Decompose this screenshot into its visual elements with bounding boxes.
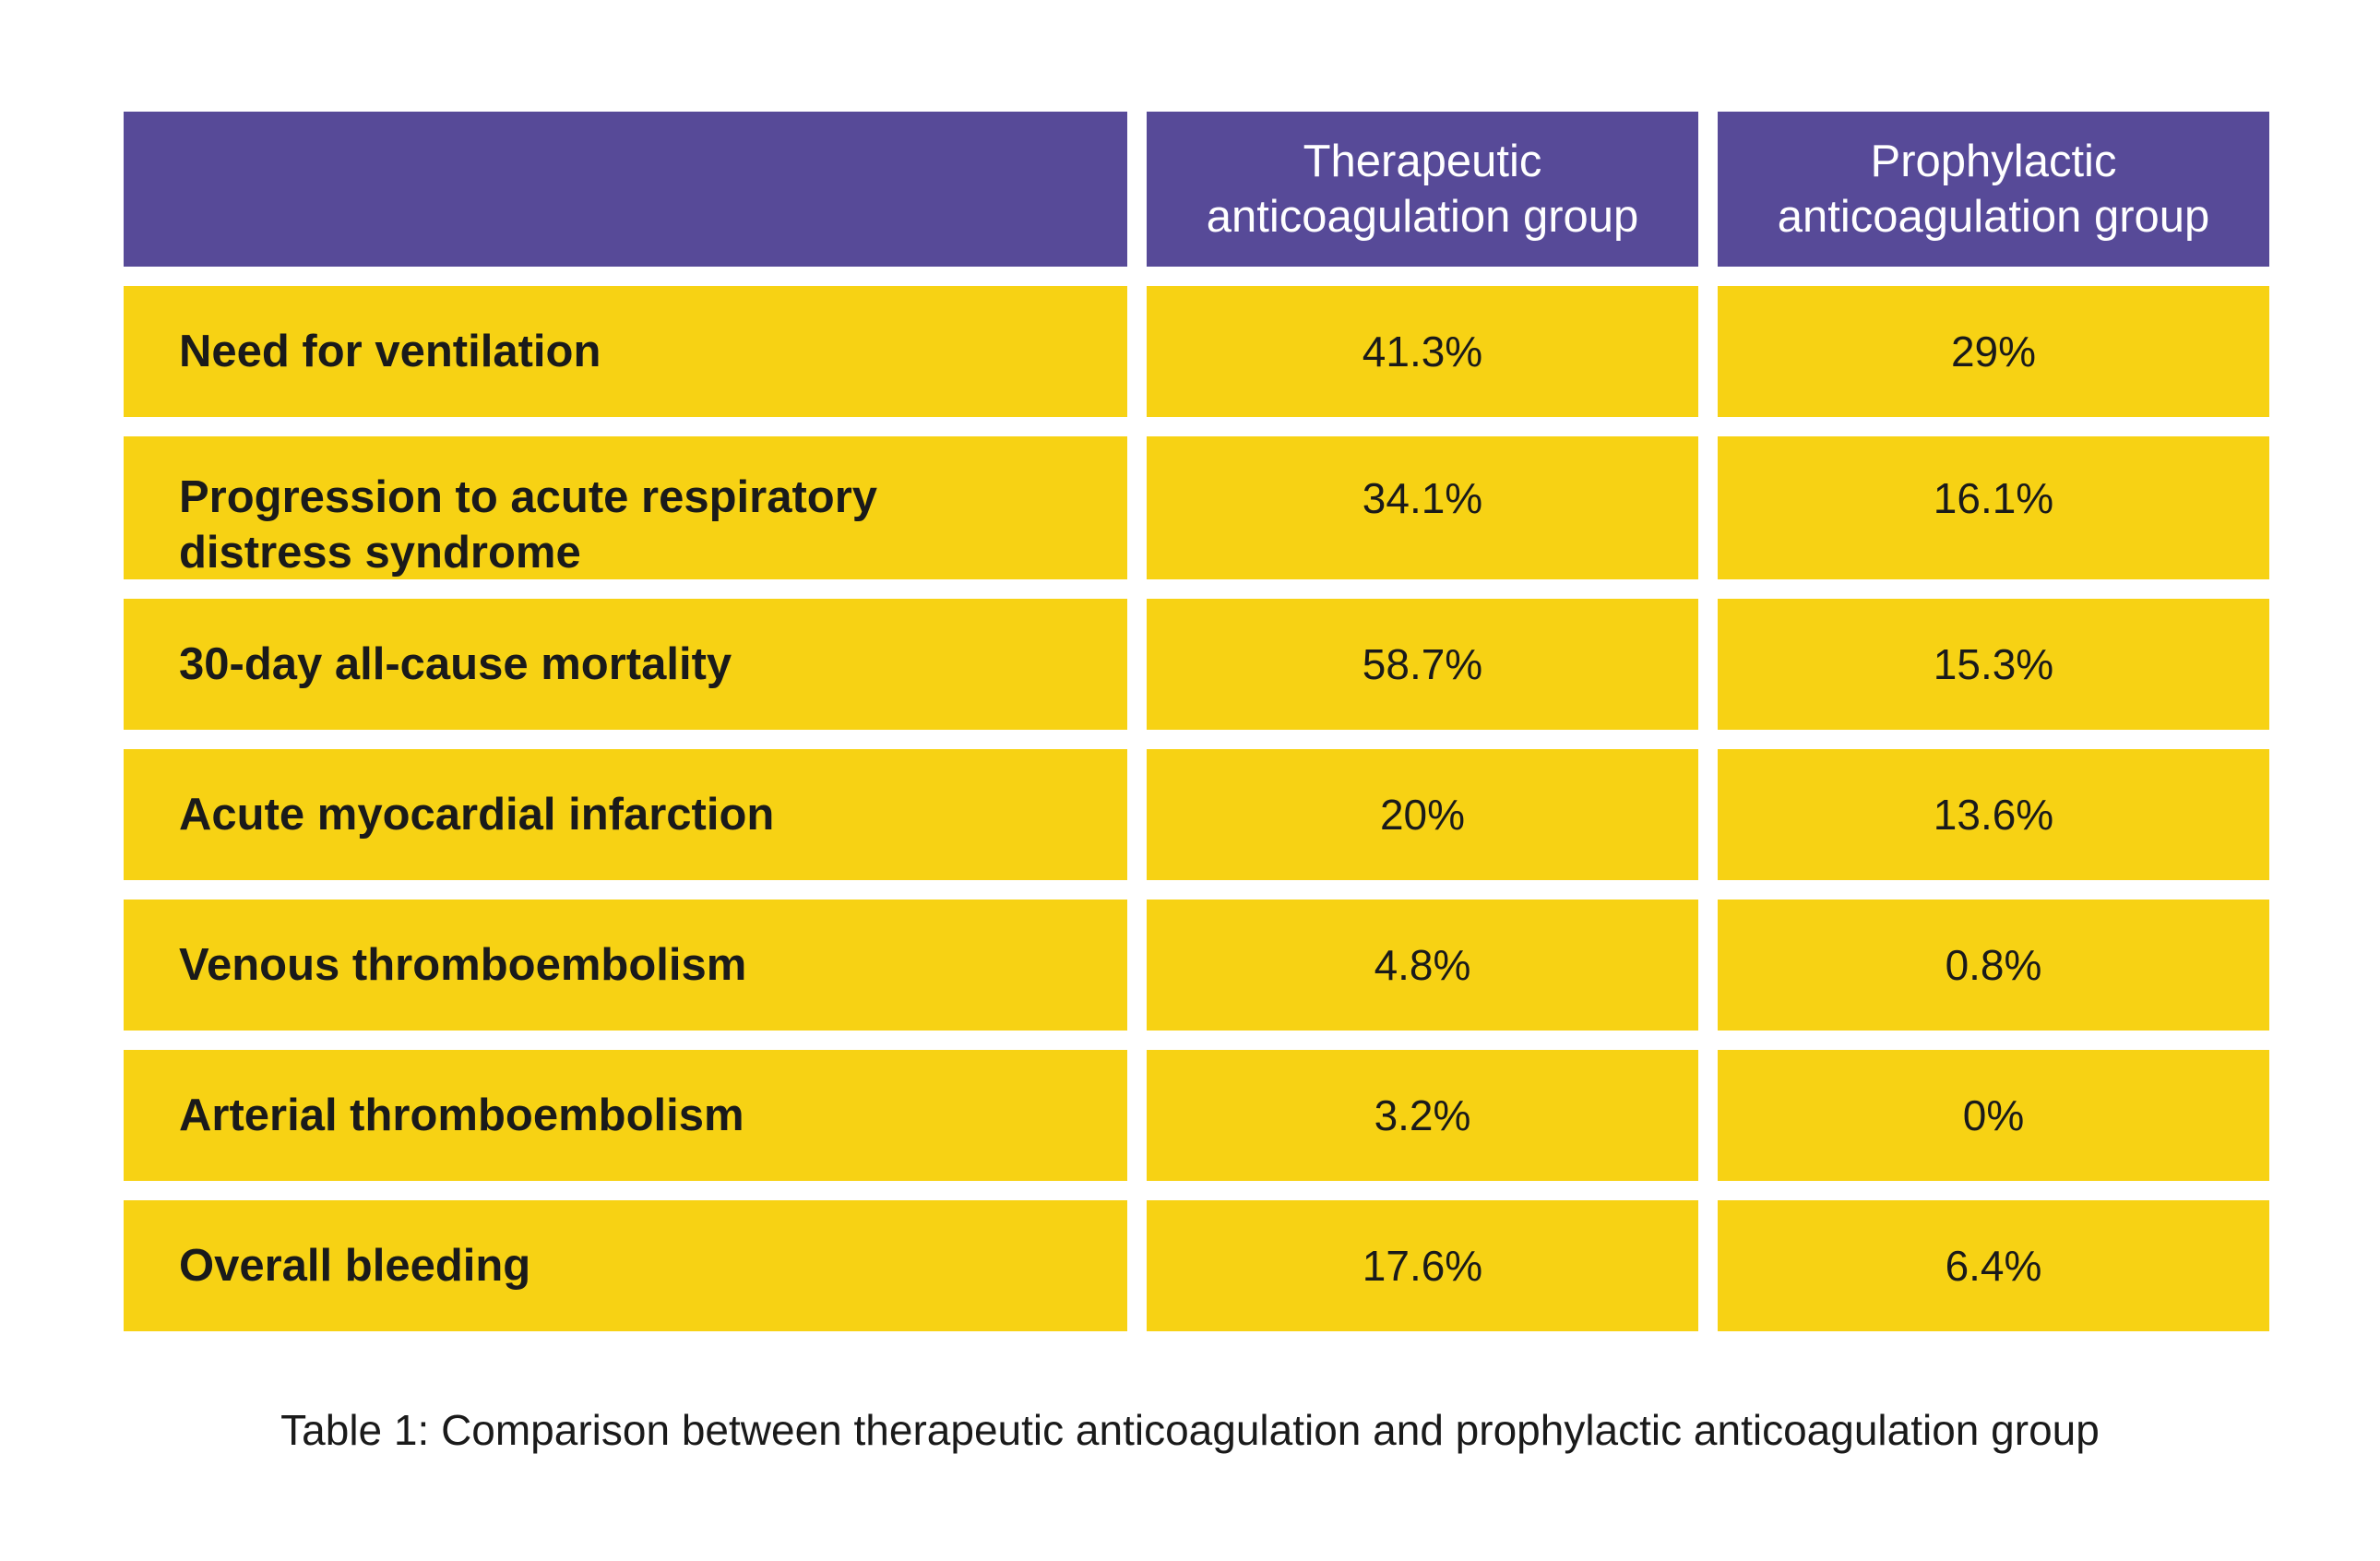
header-prophylactic-line2: anticoagulation group	[1777, 192, 2210, 242]
prophylactic-value: 0.8%	[1718, 900, 2269, 1031]
table-row: Need for ventilation 41.3% 29%	[124, 286, 2269, 417]
therapeutic-value: 20%	[1147, 749, 1698, 880]
row-label-line2: distress syndrome	[179, 528, 581, 578]
prophylactic-value: 6.4%	[1718, 1200, 2269, 1331]
prophylactic-value: 16.1%	[1718, 436, 2269, 579]
therapeutic-value: 17.6%	[1147, 1200, 1698, 1331]
header-therapeutic-line1: Therapeutic	[1303, 137, 1542, 186]
therapeutic-value: 41.3%	[1147, 286, 1698, 417]
table-row: Venous thromboembolism 4.8% 0.8%	[124, 900, 2269, 1031]
table-row: Arterial thromboembolism 3.2% 0%	[124, 1050, 2269, 1181]
row-label: Arterial thromboembolism	[124, 1050, 1127, 1181]
table-caption: Table 1: Comparison between therapeutic …	[280, 1406, 2100, 1454]
row-label: Need for ventilation	[124, 286, 1127, 417]
prophylactic-value: 0%	[1718, 1050, 2269, 1181]
prophylactic-value: 15.3%	[1718, 599, 2269, 730]
row-label: Progression to acute respiratory distres…	[124, 436, 1127, 579]
table-row: Acute myocardial infarction 20% 13.6%	[124, 749, 2269, 880]
row-label-line1: Progression to acute respiratory	[179, 472, 878, 522]
therapeutic-value: 3.2%	[1147, 1050, 1698, 1181]
prophylactic-value: 29%	[1718, 286, 2269, 417]
therapeutic-value: 58.7%	[1147, 599, 1698, 730]
table-header-row: Therapeutic anticoagulation group Prophy…	[124, 112, 2269, 267]
table-row: Progression to acute respiratory distres…	[124, 436, 2269, 579]
therapeutic-value: 34.1%	[1147, 436, 1698, 579]
header-prophylactic-line1: Prophylactic	[1870, 137, 2117, 186]
header-therapeutic-line2: anticoagulation group	[1206, 192, 1639, 242]
prophylactic-value: 13.6%	[1718, 749, 2269, 880]
row-label: Overall bleeding	[124, 1200, 1127, 1331]
therapeutic-value: 4.8%	[1147, 900, 1698, 1031]
header-empty-cell	[124, 112, 1127, 267]
table-row: 30-day all-cause mortality 58.7% 15.3%	[124, 599, 2269, 730]
header-prophylactic: Prophylactic anticoagulation group	[1718, 112, 2269, 267]
comparison-table: Therapeutic anticoagulation group Prophy…	[124, 112, 2269, 1351]
row-label: 30-day all-cause mortality	[124, 599, 1127, 730]
row-label: Acute myocardial infarction	[124, 749, 1127, 880]
table-row: Overall bleeding 17.6% 6.4%	[124, 1200, 2269, 1331]
header-therapeutic: Therapeutic anticoagulation group	[1147, 112, 1698, 267]
row-label: Venous thromboembolism	[124, 900, 1127, 1031]
